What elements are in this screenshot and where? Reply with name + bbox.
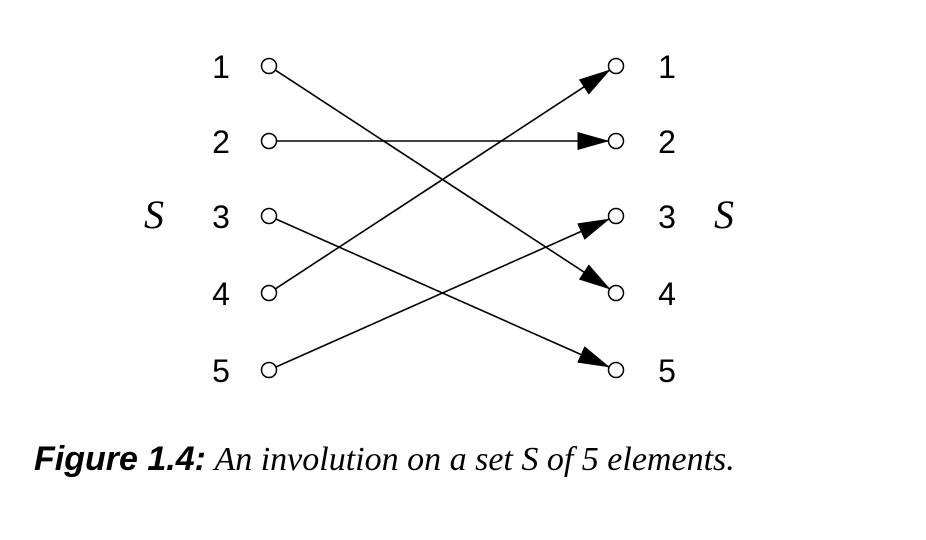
element-nodes (260, 57, 625, 379)
right-node-3 (607, 207, 625, 225)
left-element-label: 1 (212, 49, 230, 85)
left-node-4 (260, 284, 278, 302)
right-element-label: 2 (658, 124, 676, 160)
element-labels: 1 2 3 4 5 1 2 3 4 5 (212, 49, 676, 389)
left-node-1 (260, 57, 278, 75)
right-node-4 (607, 284, 625, 302)
left-node-2 (260, 132, 278, 150)
caption-text: An involution on a set S of 5 elements. (214, 441, 735, 478)
left-node-5 (260, 361, 278, 379)
left-node-3 (260, 207, 278, 225)
right-set-label: S (714, 192, 734, 237)
right-element-label: 5 (658, 353, 676, 389)
right-element-label: 3 (658, 199, 676, 235)
mapping-arrows (274, 69, 611, 368)
left-set-label: S (144, 192, 164, 237)
left-element-label: 2 (212, 124, 230, 160)
caption-label: Figure 1.4: (34, 440, 206, 478)
arrow-5-to-3 (275, 218, 611, 368)
left-element-label: 5 (212, 353, 230, 389)
left-element-label: 4 (212, 276, 230, 312)
right-element-label: 1 (658, 49, 676, 85)
right-node-2 (607, 132, 625, 150)
right-node-1 (607, 57, 625, 75)
figure-caption: Figure 1.4: An involution on a set S of … (34, 440, 914, 479)
right-element-label: 4 (658, 276, 676, 312)
arrow-4-to-1 (274, 69, 611, 290)
left-element-label: 3 (212, 199, 230, 235)
right-node-5 (607, 361, 625, 379)
